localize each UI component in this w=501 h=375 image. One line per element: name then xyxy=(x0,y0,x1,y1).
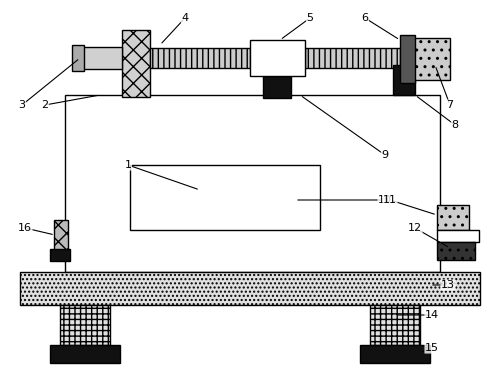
Text: 6: 6 xyxy=(361,13,368,23)
Text: 15: 15 xyxy=(424,343,438,353)
Text: 2: 2 xyxy=(42,100,49,110)
Bar xyxy=(54,220,68,252)
Bar xyxy=(72,45,84,71)
Text: 11: 11 xyxy=(382,195,396,205)
Text: 10: 10 xyxy=(377,195,391,205)
Bar xyxy=(399,35,414,83)
Bar xyxy=(392,65,414,95)
Bar xyxy=(50,345,120,363)
Text: 13: 13 xyxy=(440,280,454,290)
Bar xyxy=(249,40,305,76)
Text: 12: 12 xyxy=(407,223,421,233)
Bar xyxy=(150,48,249,68)
Text: 3: 3 xyxy=(19,100,26,110)
Text: 1: 1 xyxy=(124,160,131,170)
Bar xyxy=(305,48,399,68)
Bar xyxy=(436,230,478,242)
Bar xyxy=(50,249,70,261)
Text: 8: 8 xyxy=(450,120,457,130)
Bar xyxy=(60,305,110,345)
Text: 7: 7 xyxy=(445,100,453,110)
Bar xyxy=(122,30,150,97)
Bar xyxy=(436,242,474,260)
Text: 14: 14 xyxy=(424,310,438,320)
Bar xyxy=(130,165,319,230)
Bar xyxy=(80,47,122,69)
Text: 9: 9 xyxy=(381,150,388,160)
Bar xyxy=(359,345,429,363)
Bar xyxy=(65,95,439,272)
Bar xyxy=(20,272,479,305)
Text: 16: 16 xyxy=(18,223,32,233)
Bar xyxy=(369,305,419,345)
Text: 4: 4 xyxy=(181,13,188,23)
Text: 5: 5 xyxy=(306,13,313,23)
Bar xyxy=(263,76,291,98)
Bar xyxy=(404,38,449,80)
Bar xyxy=(436,205,468,230)
